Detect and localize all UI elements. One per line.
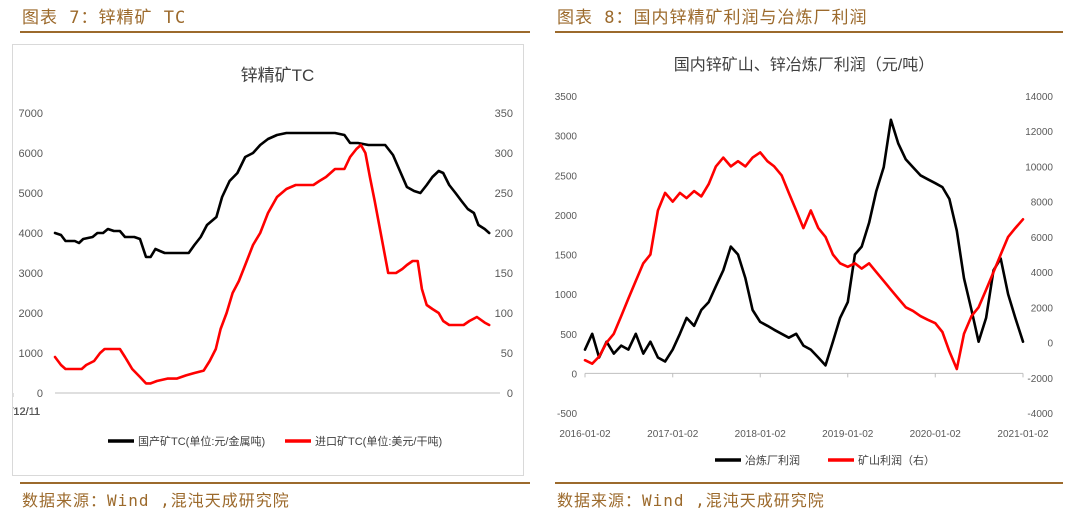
y-right-tick-label: 2000: [1031, 303, 1054, 314]
y-right-tick-label: 300: [495, 148, 513, 160]
y-left-tick-label: 5000: [19, 188, 43, 200]
zinc-tc-chart: 锌精矿TC 0 1000 2000 3000 4000 5000 6000 7000 0 50 100…: [0, 66, 513, 448]
figure-8-title: 图表 8：国内锌精矿利润与冶炼厂利润: [557, 8, 868, 28]
chart-title: 锌精矿TC: [241, 66, 315, 85]
top-rule-left: [20, 31, 530, 33]
series-line-2: [583, 151, 1025, 371]
y-left-tick-label: 2000: [19, 308, 43, 320]
y-left-tick-label: 3000: [19, 268, 43, 280]
y-left-tick-label: 500: [560, 330, 577, 341]
y-left-tick-label: 3000: [555, 132, 578, 143]
data-source-right: 数据来源：Wind ,混沌天成研究院: [557, 491, 825, 510]
x-tick-label: 2018-01-02: [735, 429, 787, 440]
y-left-tick-label: 1000: [555, 290, 578, 301]
y-left-tick-label: 1000: [19, 348, 43, 360]
zinc-profit-chart-panel: 国内锌矿山、锌冶炼厂利润（元/吨） -500 0 500 1000 1500 2000 250…: [545, 44, 1055, 474]
zinc-profit-chart: 国内锌矿山、锌冶炼厂利润（元/吨） -500 0 500 1000 1500 2000 250…: [555, 56, 1054, 467]
bottom-rule-left: [20, 482, 530, 484]
legend-label-2: 矿山利润（右）: [858, 453, 935, 467]
y-left-tick-label: 0: [571, 369, 577, 380]
x-tick-label: 2020-01-02: [910, 429, 962, 440]
y-right-tick-label: 0: [1047, 339, 1053, 350]
y-left-tick-label: 2500: [555, 171, 578, 182]
y-right-tick-label: 8000: [1031, 198, 1054, 209]
series-line-2: [53, 143, 491, 385]
x-tick-label: 2021-01-02: [997, 429, 1049, 440]
y-left-tick-label: 6000: [19, 148, 43, 160]
y-right-tick-label: 150: [495, 268, 513, 280]
y-right-tick-label: 14000: [1025, 92, 1053, 103]
series-line-1: [583, 118, 1025, 367]
y-left-tick-label: 0: [37, 388, 43, 400]
data-source-left: 数据来源：Wind ,混沌天成研究院: [22, 491, 290, 510]
y-right-tick-label: 100: [495, 308, 513, 320]
y-right-tick-label: 350: [495, 108, 513, 120]
y-right-tick-label: 4000: [1031, 268, 1054, 279]
y-left-tick-label: 1500: [555, 251, 578, 262]
y-left-tick-label: 7000: [19, 108, 43, 120]
figure-7-title: 图表 7：锌精矿 TC: [22, 8, 187, 28]
bottom-rule-right: [555, 482, 1063, 484]
x-tick-label: 2019-01-02: [822, 429, 874, 440]
y-right-tick-label: 50: [501, 348, 513, 360]
y-right-tick-label: -2000: [1027, 374, 1053, 385]
y-right-tick-label: 250: [495, 188, 513, 200]
y-right-tick-label: -4000: [1027, 409, 1053, 420]
y-left-tick-label: 4000: [19, 228, 43, 240]
x-tick-label: 2020/12/11: [13, 406, 40, 418]
x-tick-label: 2016-01-02: [559, 429, 611, 440]
y-right-tick-label: 0: [507, 388, 513, 400]
chart-title: 国内锌矿山、锌冶炼厂利润（元/吨）: [674, 56, 934, 74]
legend-label-1: 国产矿TC(单位:元/金属吨): [138, 434, 265, 448]
legend-label-1: 冶炼厂利润: [745, 453, 800, 467]
y-right-tick-label: 12000: [1025, 127, 1053, 138]
top-rule-right: [555, 31, 1063, 33]
y-right-tick-label: 6000: [1031, 233, 1054, 244]
y-left-tick-label: 2000: [555, 211, 578, 222]
series-line-1: [53, 131, 491, 259]
x-tick-label: 2017-01-02: [647, 429, 699, 440]
y-right-tick-label: 10000: [1025, 162, 1053, 173]
y-right-tick-label: 200: [495, 228, 513, 240]
y-left-tick-label: -500: [557, 409, 577, 420]
zinc-tc-chart-panel: 锌精矿TC 0 1000 2000 3000 4000 5000 6000 7000 0 50 100…: [0, 44, 524, 476]
legend-label-2: 进口矿TC(单位:美元/干吨): [315, 434, 442, 448]
y-left-tick-label: 3500: [555, 92, 578, 103]
